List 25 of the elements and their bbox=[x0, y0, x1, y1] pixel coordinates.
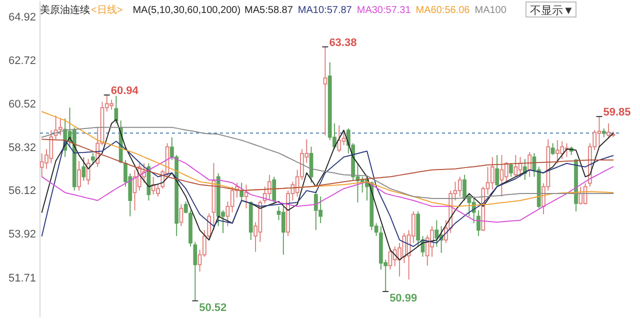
y-tick-label: 60.52 bbox=[8, 98, 36, 110]
y-tick-label: 62.72 bbox=[8, 54, 36, 67]
text: MA30:57.31 bbox=[356, 5, 412, 16]
chart-subtitle: <日线> bbox=[91, 4, 123, 16]
candlestick bbox=[323, 46, 328, 136]
dropdown: 不显示▼ bbox=[526, 2, 576, 18]
y-tick-label: 53.92 bbox=[8, 228, 36, 241]
annotation: 50.99 bbox=[390, 292, 418, 305]
y-tick-label: 64.92 bbox=[8, 11, 36, 24]
annotation: 63.38 bbox=[329, 36, 357, 49]
candlestick bbox=[490, 156, 494, 190]
annotation: 不显示▼ bbox=[530, 5, 574, 17]
y-tick-label: 56.12 bbox=[8, 185, 36, 198]
text: MA100 bbox=[474, 5, 507, 16]
annotation: 60.94 bbox=[110, 85, 140, 98]
annotation: 50.52 bbox=[199, 302, 227, 314]
text: MA5:58.87 bbox=[244, 5, 294, 16]
chart-title: 美原油连续 bbox=[40, 4, 90, 16]
candlestick bbox=[476, 210, 480, 237]
annotation: 59.85 bbox=[603, 106, 631, 119]
text: MA10:57.87 bbox=[298, 5, 352, 16]
y-tick-label: 58.32 bbox=[8, 142, 36, 154]
text: MA60:56.06 bbox=[416, 5, 470, 16]
annotation: MA(5,10,30,60,100,200) bbox=[132, 5, 241, 16]
y-tick-label: 51.71 bbox=[8, 272, 36, 284]
